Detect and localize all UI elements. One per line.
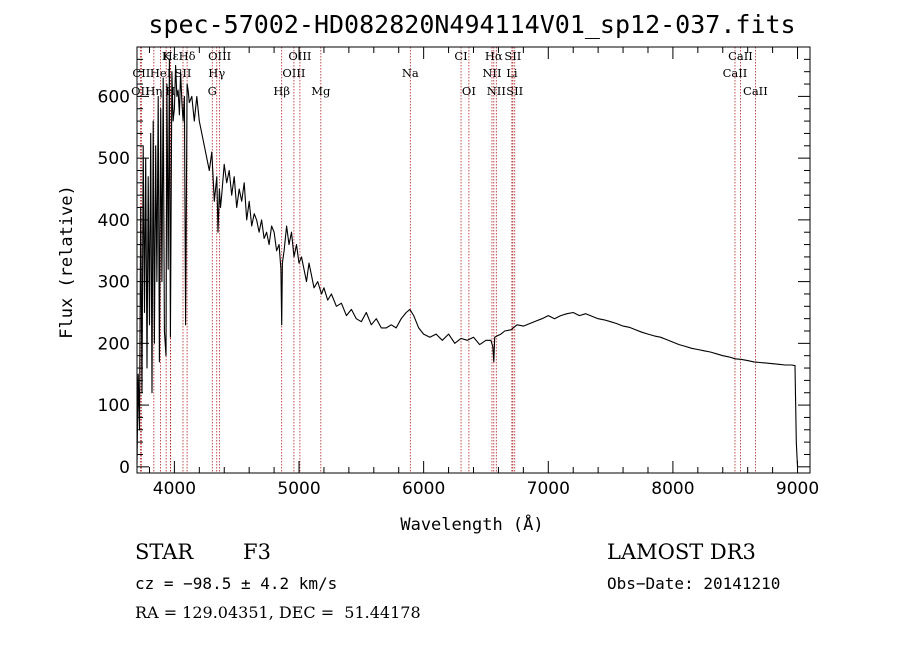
spectral-line-label: CaII — [743, 84, 768, 98]
spectral-line-label: SII — [504, 49, 521, 63]
x-tick-label: 5000 — [277, 479, 320, 499]
x-tick-label: 8000 — [651, 479, 694, 499]
axis-ticks — [137, 46, 810, 473]
x-tick-label: 9000 — [776, 479, 819, 499]
spectral-line-label: Hα — [485, 49, 503, 63]
spectral-line-label: G — [208, 84, 217, 98]
y-tick-label: 0 — [119, 458, 130, 478]
y-axis-label: Flux (relative) — [57, 185, 77, 339]
survey-name: LAMOST DR3 — [607, 540, 756, 564]
y-tick-labels: 0 100 200 300 400 500 600 — [98, 87, 130, 477]
spectral-line-label: Na — [402, 66, 419, 80]
spectral-line-label: CII — [132, 66, 150, 80]
spectral-line-label: SII — [175, 66, 192, 80]
spectral-line-label: NII — [482, 66, 501, 80]
flux-series-line — [136, 58, 799, 467]
spectral-line-label: Hβ — [273, 84, 290, 98]
spectral-line-label: OIII — [282, 66, 305, 80]
x-tick-labels: 4000 5000 6000 7000 8000 9000 — [153, 479, 819, 499]
spectral-line-label: Mg — [311, 84, 331, 98]
x-axis-label: Wavelength (Å) — [400, 513, 543, 535]
y-tick-label: 400 — [98, 211, 130, 231]
y-tick-label: 200 — [98, 334, 130, 354]
x-tick-label: 7000 — [527, 479, 570, 499]
y-tick-label: 100 — [98, 396, 130, 416]
spectral-line-label: Hγ — [208, 66, 225, 80]
obs-date: Obs−Date: 20141210 — [607, 574, 781, 593]
spectral-line-label: CI — [454, 49, 467, 63]
spectral-line-label: HeI — [150, 66, 171, 80]
spectral-line-label: K — [162, 49, 171, 63]
object-class: STAR — [135, 540, 194, 564]
spectral-line-label: Hη — [145, 84, 162, 98]
velocity-readout: cz = −98.5 ± 4.2 km/s — [135, 574, 338, 593]
coordinates: RA = 129.04351, DEC = 51.44178 — [135, 603, 421, 622]
spectral-line-label: OIII — [208, 49, 231, 63]
spectral-line-label: OII — [131, 84, 150, 98]
x-tick-label: 6000 — [402, 479, 445, 499]
spectral-line-label: NII — [487, 84, 506, 98]
spectral-line-label: CaII — [723, 66, 748, 80]
y-tick-label: 600 — [98, 87, 130, 107]
spectral-line-label: OI — [462, 84, 476, 98]
plot-frame — [136, 46, 811, 474]
spectral-line-label: OIII — [288, 49, 311, 63]
spectral-line-label: Hδ — [179, 49, 196, 63]
object-subclass: F3 — [243, 540, 271, 564]
spectral-line-label: SII — [506, 84, 523, 98]
chart-title: spec-57002-HD082820N494114V01_sp12-037.f… — [148, 10, 795, 39]
spectral-line-label: H — [165, 84, 175, 98]
spectral-line-label: CaII — [728, 49, 753, 63]
x-tick-label: 4000 — [153, 479, 196, 499]
spectral-line-markers — [139, 47, 756, 473]
spectral-line-label: Li — [506, 66, 518, 80]
y-tick-label: 300 — [98, 273, 130, 293]
y-tick-label: 500 — [98, 149, 130, 169]
